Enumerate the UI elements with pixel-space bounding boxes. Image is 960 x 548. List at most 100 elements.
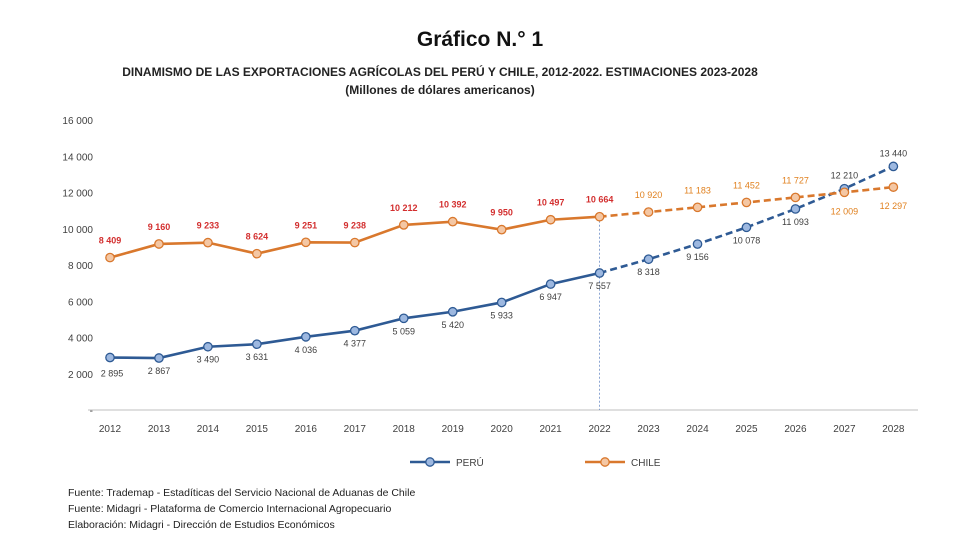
x-tick-label: 2025 bbox=[735, 424, 758, 435]
peru-data-label: 4 377 bbox=[344, 339, 367, 349]
y-tick-label: 14 000 bbox=[62, 152, 93, 163]
chile-data-label: 10 664 bbox=[586, 195, 614, 205]
x-tick-label: 2015 bbox=[246, 424, 269, 435]
chile-point bbox=[545, 214, 556, 225]
y-tick-label: 16 000 bbox=[62, 116, 93, 127]
peru-data-label: 3 490 bbox=[197, 355, 220, 365]
peru-point bbox=[594, 268, 605, 278]
peru-point bbox=[398, 313, 409, 324]
chile-data-label: 10 212 bbox=[390, 203, 418, 213]
peru-data-label: 7 557 bbox=[588, 281, 611, 291]
chile-point bbox=[643, 207, 654, 217]
chile-point bbox=[692, 202, 703, 213]
peru-data-label: 11 093 bbox=[782, 217, 809, 227]
x-tick-label: 2019 bbox=[442, 424, 465, 435]
chile-data-label: 9 160 bbox=[148, 222, 171, 232]
chile-point bbox=[154, 239, 164, 249]
chile-data-label: 12 009 bbox=[831, 206, 859, 216]
peru-data-label: 12 210 bbox=[831, 171, 859, 181]
chile-point bbox=[203, 237, 213, 248]
x-tick-label: 2013 bbox=[148, 424, 171, 435]
peru-point bbox=[154, 353, 164, 363]
legend-chile-marker bbox=[600, 457, 610, 467]
chile-point bbox=[398, 220, 409, 230]
peru-point bbox=[790, 204, 801, 214]
chile-data-label: 9 251 bbox=[295, 220, 318, 230]
chile-point bbox=[741, 197, 752, 208]
peru-data-label: 8 318 bbox=[637, 267, 660, 277]
peru-data-label: 3 631 bbox=[246, 352, 269, 362]
chile-point bbox=[447, 216, 458, 227]
x-tick-label: 2014 bbox=[197, 424, 220, 435]
peru-point bbox=[741, 222, 752, 233]
x-tick-label: 2021 bbox=[540, 424, 563, 435]
legend-peru-label: PERÚ bbox=[456, 456, 484, 469]
chile-point bbox=[252, 248, 262, 259]
peru-point bbox=[545, 279, 556, 289]
source-line-1: Fuente: Trademap - Estadíticas del Servi… bbox=[68, 487, 416, 499]
chile-data-label: 10 920 bbox=[635, 190, 663, 200]
chile-data-label: 9 233 bbox=[197, 221, 220, 231]
peru-data-label: 5 059 bbox=[392, 326, 415, 336]
chile-data-label: 9 950 bbox=[490, 208, 513, 218]
peru-point bbox=[203, 341, 213, 352]
chile-point bbox=[349, 237, 360, 248]
chart-units: (Millones de dólares americanos) bbox=[345, 83, 535, 97]
chile-data-label: 8 624 bbox=[246, 232, 269, 242]
x-tick-label: 2027 bbox=[833, 424, 856, 435]
peru-data-label: 2 895 bbox=[101, 369, 124, 379]
chart-title: DINAMISMO DE LAS EXPORTACIONES AGRÍCOLAS… bbox=[122, 65, 758, 79]
y-tick-label: 4 000 bbox=[68, 334, 93, 345]
chile-data-label: 11 727 bbox=[782, 175, 809, 185]
chile-point bbox=[496, 224, 507, 235]
peru-data-label: 13 440 bbox=[880, 148, 908, 158]
peru-point bbox=[349, 325, 360, 336]
peru-point bbox=[252, 339, 262, 350]
source-line-2: Fuente: Midagri - Plataforma de Comercio… bbox=[68, 503, 392, 515]
x-tick-label: 2012 bbox=[99, 424, 122, 435]
chile-point bbox=[300, 237, 311, 248]
peru-point bbox=[447, 306, 458, 317]
x-tick-label: 2020 bbox=[491, 424, 514, 435]
x-tick-label: 2023 bbox=[637, 424, 660, 435]
chart-heading: Gráfico N.° 1 bbox=[416, 28, 544, 51]
chile-point bbox=[594, 211, 605, 222]
chile-point bbox=[839, 187, 850, 198]
peru-data-label: 6 947 bbox=[539, 292, 562, 302]
x-tick-label: 2016 bbox=[295, 424, 318, 435]
peru-data-label: 10 078 bbox=[733, 235, 761, 245]
sources-block: Fuente: Trademap - Estadíticas del Servi… bbox=[68, 485, 415, 533]
chile-data-label: 11 452 bbox=[733, 180, 760, 190]
x-tick-label: 2024 bbox=[686, 424, 709, 435]
chile-data-label: 10 497 bbox=[537, 198, 565, 208]
peru-point bbox=[105, 352, 115, 363]
peru-data-label: 5 420 bbox=[441, 320, 464, 330]
chile-data-label: 11 183 bbox=[684, 185, 711, 195]
y-tick-label: 10 000 bbox=[62, 225, 93, 236]
peru-data-label: 9 156 bbox=[686, 252, 709, 262]
peru-data-label: 2 867 bbox=[148, 366, 171, 376]
y-tick-label: 8 000 bbox=[68, 261, 93, 272]
chile-data-label: 10 392 bbox=[439, 200, 467, 210]
chile-point bbox=[105, 252, 115, 263]
peru-point bbox=[692, 239, 703, 249]
x-tick-label: 2017 bbox=[344, 424, 367, 435]
peru-point bbox=[643, 254, 654, 265]
x-tick-label: 2018 bbox=[393, 424, 416, 435]
y-tick-label: - bbox=[90, 406, 93, 417]
chile-data-label: 12 297 bbox=[880, 201, 908, 211]
chile-data-label: 9 238 bbox=[344, 221, 367, 231]
legend-chile-label: CHILE bbox=[631, 458, 661, 469]
peru-point bbox=[888, 161, 899, 172]
chile-data-label: 8 409 bbox=[99, 236, 122, 246]
x-tick-label: 2028 bbox=[882, 424, 905, 435]
peru-data-label: 5 933 bbox=[490, 310, 513, 320]
chile-point bbox=[790, 192, 801, 203]
x-tick-label: 2026 bbox=[784, 424, 807, 435]
peru-point bbox=[300, 331, 311, 342]
peru-data-label: 4 036 bbox=[295, 345, 318, 355]
y-tick-label: 12 000 bbox=[62, 189, 93, 200]
chile-point bbox=[888, 182, 899, 192]
source-line-3: Elaboración: Midagri - Dirección de Estu… bbox=[68, 519, 335, 531]
